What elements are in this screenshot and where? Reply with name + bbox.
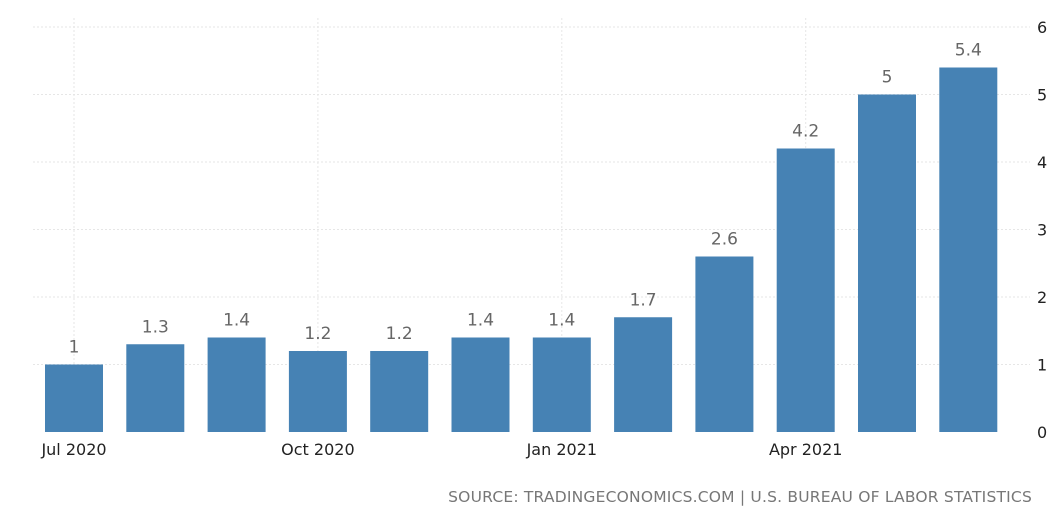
source-text: SOURCE: TRADINGECONOMICS.COM | U.S. BURE… bbox=[448, 488, 1032, 506]
bar bbox=[939, 67, 998, 432]
y-axis: 0 1 2 3 4 5 6 bbox=[1037, 18, 1047, 442]
bar-value-label: 1.2 bbox=[386, 324, 413, 344]
y-tick-label: 6 bbox=[1037, 18, 1047, 37]
bar bbox=[695, 256, 754, 432]
x-tick-label: Oct 2020 bbox=[281, 440, 354, 459]
bar-value-label: 2.6 bbox=[711, 230, 738, 250]
x-tick-label: Apr 2021 bbox=[769, 440, 842, 459]
bar bbox=[45, 364, 103, 432]
y-tick-label: 3 bbox=[1037, 221, 1047, 240]
bar bbox=[370, 351, 429, 432]
bar bbox=[858, 94, 916, 432]
x-axis: Jul 2020 Oct 2020 Jan 2021 Apr 2021 bbox=[40, 440, 842, 459]
bar-value-label: 1.4 bbox=[467, 311, 494, 331]
y-tick-label: 2 bbox=[1037, 288, 1047, 307]
x-tick-label: Jan 2021 bbox=[526, 440, 597, 459]
bar bbox=[451, 337, 510, 432]
bar-value-label: 1.3 bbox=[142, 317, 169, 337]
bar-value-label: 5.4 bbox=[955, 41, 982, 61]
bar-value-label: 1.7 bbox=[630, 290, 657, 310]
bars bbox=[45, 67, 998, 432]
y-tick-label: 1 bbox=[1037, 356, 1047, 375]
data-labels: 1 1.3 1.4 1.2 1.2 1.4 1.4 1.7 2.6 4.2 5 5.4 bbox=[69, 41, 982, 358]
bar bbox=[532, 337, 591, 432]
bar bbox=[288, 351, 347, 432]
bar-value-label: 4.2 bbox=[792, 122, 819, 142]
bar bbox=[614, 317, 673, 432]
y-tick-label: 4 bbox=[1037, 153, 1047, 172]
bar-value-label: 1 bbox=[69, 338, 80, 358]
bar-value-label: 1.2 bbox=[304, 324, 331, 344]
bar bbox=[126, 344, 185, 432]
bar-value-label: 5 bbox=[882, 68, 893, 88]
bar-value-label: 1.4 bbox=[223, 311, 250, 331]
bar bbox=[207, 337, 266, 432]
y-tick-label: 5 bbox=[1037, 86, 1047, 105]
y-tick-label: 0 bbox=[1037, 423, 1047, 442]
bar bbox=[776, 148, 835, 432]
x-tick-label: Jul 2020 bbox=[40, 440, 106, 459]
bar-value-label: 1.4 bbox=[548, 311, 575, 331]
